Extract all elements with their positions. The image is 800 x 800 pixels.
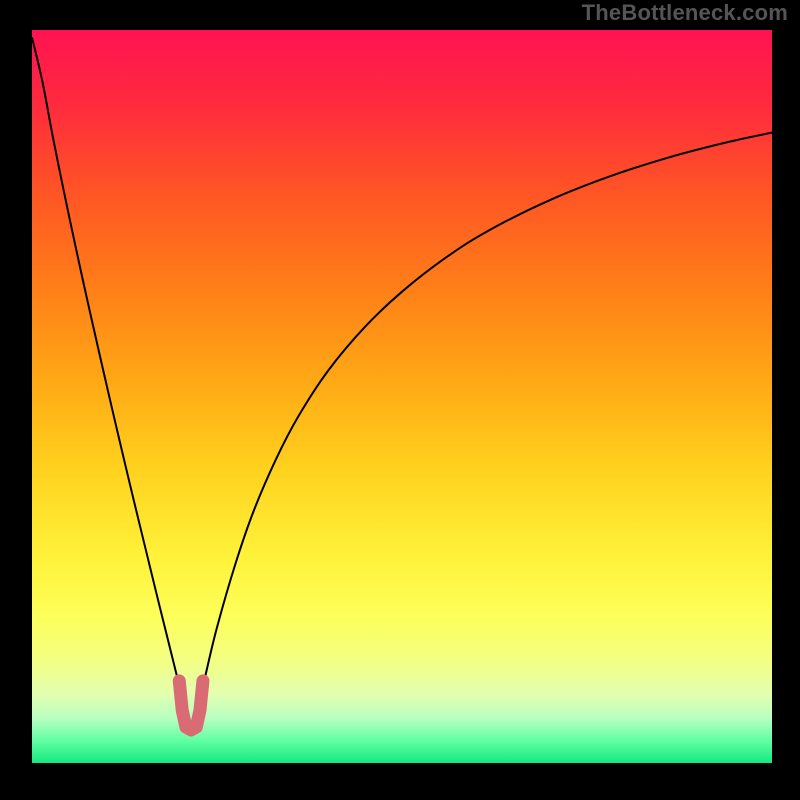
chart-container: TheBottleneck.com	[0, 0, 800, 800]
bottleneck-chart	[0, 0, 800, 800]
gradient-background	[32, 30, 772, 763]
